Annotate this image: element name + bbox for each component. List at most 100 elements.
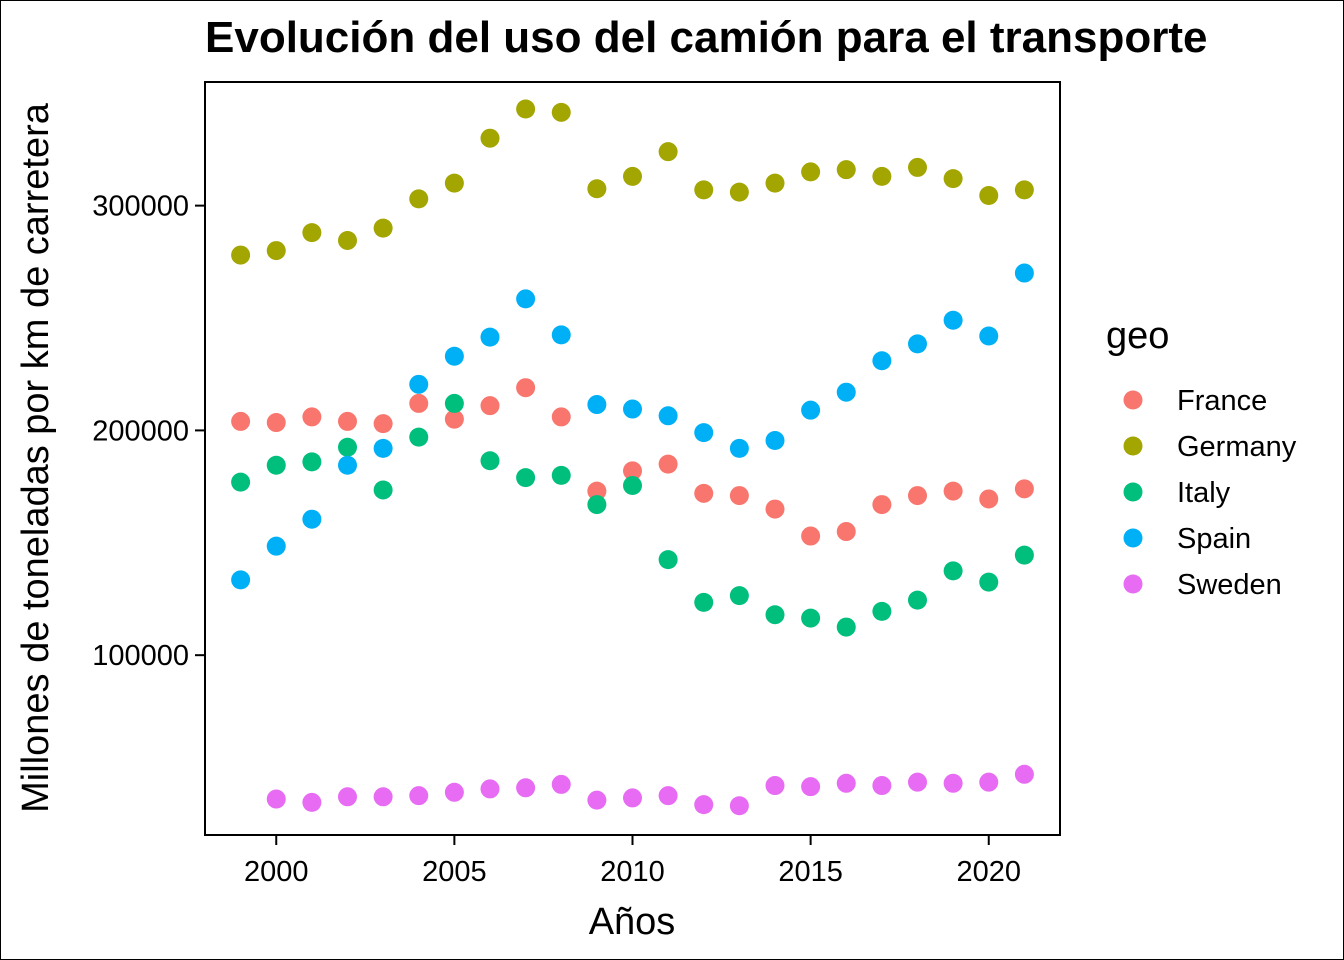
data-point — [1014, 764, 1034, 784]
legend-key — [1123, 528, 1143, 548]
data-point — [516, 778, 536, 798]
data-point — [338, 455, 357, 475]
data-point — [836, 617, 856, 637]
data-point — [694, 795, 714, 815]
data-point — [338, 787, 357, 807]
legend-item-germany: Germany — [1123, 431, 1297, 463]
data-point — [551, 465, 571, 485]
series-sweden — [266, 764, 1034, 816]
data-point — [516, 468, 536, 488]
legend-label: Sweden — [1177, 569, 1282, 601]
data-point — [872, 776, 892, 796]
data-point — [943, 310, 963, 330]
data-point — [516, 378, 536, 398]
data-point — [658, 454, 678, 474]
data-point — [1014, 180, 1034, 200]
x-tick-label: 2020 — [956, 856, 1021, 888]
legend-item-france: France — [1123, 385, 1267, 417]
data-point — [480, 128, 500, 148]
data-point — [480, 779, 500, 799]
data-point — [444, 173, 464, 193]
data-point — [658, 786, 678, 806]
data-point — [729, 796, 749, 816]
plot-panel — [204, 81, 1061, 836]
data-point — [231, 245, 251, 265]
data-point — [516, 289, 536, 309]
data-point — [908, 157, 927, 177]
data-point — [409, 393, 429, 413]
data-point — [1014, 479, 1034, 499]
data-point — [302, 792, 322, 812]
data-point — [872, 351, 892, 371]
data-point — [1014, 545, 1034, 565]
y-axis: 100000 200000 300000 — [92, 191, 205, 672]
data-point — [302, 452, 322, 472]
data-point — [551, 774, 571, 794]
data-point — [480, 451, 500, 471]
data-point — [836, 160, 856, 180]
data-point — [729, 438, 749, 458]
data-point — [836, 773, 856, 793]
data-point — [409, 189, 429, 209]
series-germany — [231, 99, 1034, 265]
data-point — [623, 399, 642, 419]
legend: geo France Germany Italy Spain Sweden — [1106, 315, 1297, 601]
y-tick-label: 300000 — [92, 191, 189, 223]
legend-label: Italy — [1177, 477, 1231, 509]
data-point — [444, 393, 464, 413]
data-point — [516, 99, 536, 119]
legend-key — [1123, 482, 1143, 502]
data-point — [338, 230, 357, 250]
data-point — [373, 218, 393, 238]
data-point — [872, 166, 892, 186]
data-point — [373, 438, 393, 458]
data-point — [444, 782, 464, 802]
data-point — [480, 396, 500, 416]
data-point — [444, 346, 464, 366]
data-point — [623, 166, 642, 186]
data-point — [908, 590, 927, 610]
x-tick-label: 2015 — [778, 856, 843, 888]
data-point — [694, 483, 714, 503]
data-point — [302, 407, 322, 427]
x-tick-label: 2005 — [422, 856, 487, 888]
data-point — [729, 586, 749, 606]
data-point — [943, 481, 963, 501]
legend-item-sweden: Sweden — [1123, 569, 1282, 601]
data-point — [765, 776, 785, 796]
legend-label: Spain — [1177, 523, 1251, 555]
legend-key — [1123, 390, 1143, 410]
data-points — [231, 99, 1034, 816]
data-point — [836, 382, 856, 402]
data-point — [587, 790, 607, 810]
data-point — [979, 186, 999, 206]
data-point — [338, 411, 357, 431]
data-point — [409, 374, 429, 394]
data-point — [943, 561, 963, 581]
data-point — [551, 407, 571, 427]
x-axis-title: Años — [589, 901, 676, 943]
data-point — [943, 169, 963, 189]
data-point — [231, 472, 251, 492]
legend-label: France — [1177, 385, 1267, 417]
data-point — [623, 788, 642, 808]
data-point — [587, 395, 607, 415]
data-point — [979, 772, 999, 792]
data-point — [551, 325, 571, 345]
legend-label: Germany — [1177, 431, 1297, 463]
data-point — [801, 162, 821, 182]
data-point — [409, 786, 429, 806]
data-point — [302, 223, 322, 243]
data-point — [658, 406, 678, 426]
data-point — [801, 526, 821, 546]
data-point — [587, 481, 607, 501]
data-point — [694, 180, 714, 200]
data-point — [373, 414, 393, 434]
data-point — [765, 431, 785, 451]
y-tick-label: 100000 — [92, 640, 189, 672]
data-point — [266, 536, 286, 556]
data-point — [231, 411, 251, 431]
x-axis: 2000 2005 2010 2015 2020 — [244, 835, 1021, 888]
y-axis-title: Millones de toneladas por km de carreter… — [15, 102, 57, 813]
